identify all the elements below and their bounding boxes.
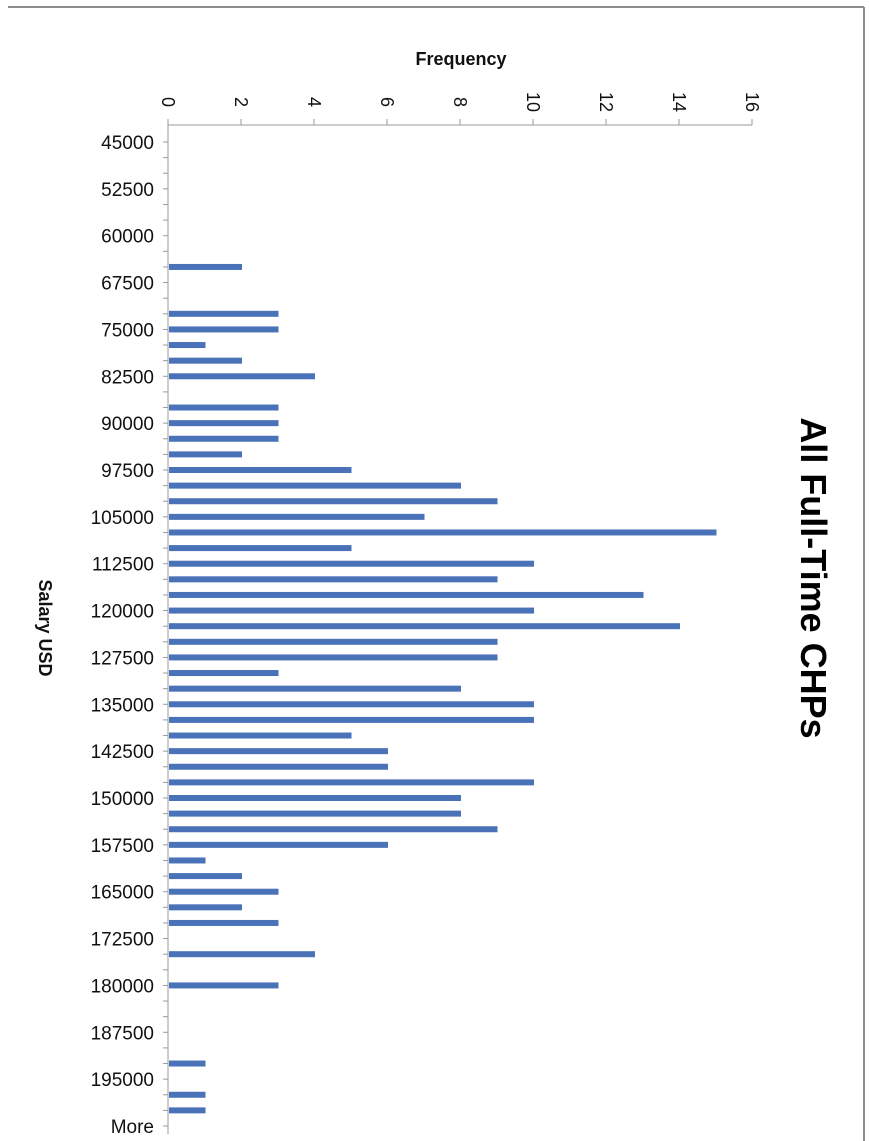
x-tick-label: 10 bbox=[523, 92, 543, 112]
bar bbox=[169, 982, 279, 989]
y-tick-label: 90000 bbox=[101, 414, 154, 435]
bar bbox=[169, 342, 206, 349]
bar bbox=[169, 654, 498, 661]
bar bbox=[169, 263, 242, 270]
bar bbox=[169, 420, 279, 427]
y-tick-label: 127500 bbox=[91, 648, 154, 669]
y-axis-title: Salary USD bbox=[35, 579, 55, 676]
bar bbox=[169, 1091, 206, 1098]
bar bbox=[169, 513, 425, 520]
bar bbox=[169, 638, 498, 645]
bar bbox=[169, 810, 461, 817]
x-tick-label: 0 bbox=[158, 97, 178, 107]
bar bbox=[169, 716, 534, 723]
x-tick-label: 12 bbox=[596, 92, 616, 112]
x-tick-label: 6 bbox=[377, 97, 397, 107]
bar bbox=[169, 888, 279, 895]
y-tick-label: More bbox=[111, 1117, 154, 1138]
bar bbox=[169, 732, 352, 739]
bar bbox=[169, 873, 242, 880]
bar bbox=[169, 467, 352, 473]
x-tick-label: 4 bbox=[304, 97, 324, 107]
y-tick-label: 105000 bbox=[91, 508, 154, 529]
bar bbox=[169, 451, 242, 458]
x-tick-label: 14 bbox=[669, 92, 689, 112]
y-tick-label: 60000 bbox=[101, 227, 154, 248]
bar bbox=[169, 919, 279, 926]
x-tick-label: 8 bbox=[450, 97, 470, 107]
y-tick-label: 75000 bbox=[101, 320, 154, 341]
bar bbox=[169, 841, 388, 848]
x-axis-title: Frequency bbox=[415, 49, 506, 69]
y-tick-label: 112500 bbox=[92, 555, 154, 576]
bar bbox=[169, 373, 315, 380]
bar bbox=[169, 482, 461, 489]
bar bbox=[169, 748, 388, 755]
y-tick-label: 52500 bbox=[101, 180, 154, 201]
bar bbox=[169, 623, 680, 630]
bar bbox=[169, 529, 717, 536]
y-tick-label: 97500 bbox=[101, 461, 154, 482]
bar bbox=[169, 560, 534, 567]
bar bbox=[169, 795, 461, 801]
bar bbox=[169, 498, 498, 505]
bar bbox=[169, 326, 279, 333]
bar bbox=[169, 670, 279, 677]
bar bbox=[169, 1107, 206, 1114]
x-tick-label: 16 bbox=[742, 92, 762, 112]
bar bbox=[169, 404, 279, 411]
bar bbox=[169, 701, 534, 708]
bar bbox=[169, 826, 498, 833]
bar bbox=[169, 310, 279, 317]
bar bbox=[169, 357, 242, 364]
y-tick-label: 165000 bbox=[91, 883, 154, 904]
x-tick-label: 2 bbox=[231, 97, 251, 107]
y-tick-label: 135000 bbox=[91, 695, 154, 716]
y-tick-label: 142500 bbox=[91, 742, 154, 763]
y-tick-label: 120000 bbox=[91, 602, 154, 623]
y-tick-label: 187500 bbox=[91, 1023, 154, 1044]
bar bbox=[169, 607, 534, 614]
bar bbox=[169, 1060, 206, 1067]
y-tick-label: 45000 bbox=[101, 133, 154, 154]
bar bbox=[169, 591, 644, 598]
chart-title: All Full-Time CHPs bbox=[793, 417, 834, 738]
bar bbox=[169, 576, 498, 583]
bar bbox=[169, 435, 279, 442]
y-tick-label: 157500 bbox=[91, 836, 154, 857]
y-tick-label: 67500 bbox=[101, 274, 154, 295]
plot-area: 0 2 4 6 8 10 12 14 16 45000 52500 60000 67500 75000 82… bbox=[91, 92, 762, 1138]
bar bbox=[169, 857, 206, 864]
bar bbox=[169, 904, 242, 911]
y-tick-label: 82500 bbox=[101, 367, 154, 388]
bar bbox=[169, 951, 315, 958]
bar bbox=[169, 779, 534, 786]
bar bbox=[169, 545, 352, 552]
y-tick-label: 172500 bbox=[91, 930, 154, 951]
y-tick-label: 180000 bbox=[91, 976, 154, 997]
bar bbox=[169, 685, 461, 692]
bar bbox=[169, 763, 388, 770]
y-tick-label: 150000 bbox=[91, 789, 154, 810]
y-tick-label: 195000 bbox=[91, 1070, 154, 1091]
